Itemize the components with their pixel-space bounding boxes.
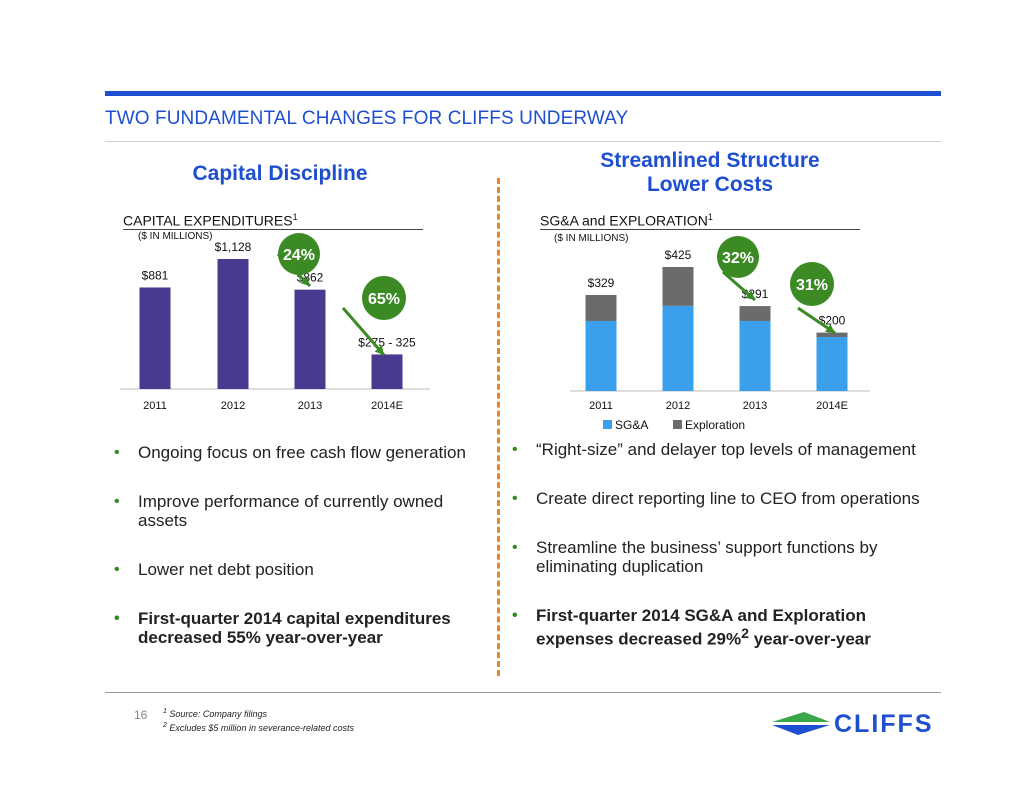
- top-accent-bar: [105, 91, 941, 96]
- trend-arrow-head: [374, 345, 384, 355]
- x-tick-label: 2012: [221, 400, 245, 412]
- sga-units: ($ IN MILLIONS): [554, 233, 629, 244]
- list-item: Create direct reporting line to CEO from…: [510, 489, 920, 508]
- x-tick-label: 2013: [743, 400, 767, 412]
- bar: [139, 287, 171, 389]
- logo-wordmark: CLIFFS: [834, 710, 934, 738]
- capex-chart-title-rule: [123, 229, 423, 230]
- list-item: Lower net debt position: [112, 560, 487, 579]
- trend-arrow-head: [745, 290, 755, 300]
- pct-badge-label: 24%: [283, 247, 315, 264]
- trend-arrow-head: [300, 276, 310, 286]
- list-item: First-quarter 2014 SG&A and Exploration …: [510, 606, 920, 649]
- capex-chart-title: CAPITAL EXPENDITURES1: [123, 212, 298, 229]
- legend-swatch: [603, 420, 612, 429]
- data-label: $881: [142, 268, 169, 282]
- pct-badge: [717, 236, 759, 278]
- x-tick-label: 2011: [589, 400, 613, 412]
- data-label: $329: [588, 276, 615, 290]
- exploration-bar-segment: [662, 267, 694, 306]
- list-item: First-quarter 2014 capital expenditures …: [112, 609, 487, 647]
- pct-badge-label: 31%: [796, 277, 828, 294]
- heading-line-1: Streamlined Structure: [600, 149, 820, 172]
- footnote-1: 1 Source: Company filings: [163, 708, 267, 719]
- left-bullet-list: Ongoing focus on free cash flow generati…: [112, 443, 487, 647]
- x-tick-label: 2014E: [816, 400, 848, 412]
- right-bullet-list: “Right-size” and delayer top levels of m…: [510, 440, 920, 649]
- logo-mark-icon: [772, 712, 830, 735]
- data-label: $1,128: [215, 240, 252, 254]
- list-item: “Right-size” and delayer top levels of m…: [510, 440, 920, 459]
- pct-badge: [362, 276, 406, 320]
- exploration-bar-segment: [739, 306, 771, 321]
- trend-arrow: [341, 307, 386, 356]
- data-label: $275 - 325: [358, 335, 416, 349]
- section-divider: [497, 178, 500, 676]
- x-tick-label: 2014E: [371, 400, 403, 412]
- data-label: $200: [819, 314, 846, 328]
- exploration-bar-segment: [585, 295, 617, 321]
- pct-badge-label: 65%: [368, 291, 400, 308]
- list-item: Improve performance of currently owned a…: [112, 492, 487, 530]
- heading-line-2: Lower Costs: [646, 173, 774, 196]
- sga-chart-title-rule: [540, 229, 860, 230]
- data-label: $425: [665, 248, 692, 262]
- legend-label: SG&A: [615, 418, 648, 432]
- title-rule: [105, 141, 941, 142]
- slide-title: TWO FUNDAMENTAL CHANGES FOR CLIFFS UNDER…: [105, 108, 629, 129]
- footer-rule: [105, 692, 941, 693]
- legend-swatch: [673, 420, 682, 429]
- list-item: Streamline the business’ support functio…: [510, 538, 920, 576]
- pct-badge-label: 32%: [722, 250, 754, 267]
- bar: [294, 289, 326, 389]
- trend-arrow-head: [825, 324, 835, 333]
- page-number: 16: [134, 708, 148, 722]
- pct-badge: [278, 233, 320, 275]
- sga-bar-segment: [739, 320, 771, 391]
- sga-chart-title: SG&A and EXPLORATION1: [540, 212, 713, 229]
- x-tick-label: 2013: [298, 400, 322, 412]
- bar: [217, 259, 249, 389]
- pct-badge: [790, 262, 834, 306]
- sga-bar-segment: [662, 305, 694, 391]
- sga-bar-segment: [816, 337, 848, 391]
- sga-bar-segment: [585, 320, 617, 391]
- x-tick-label: 2012: [666, 400, 690, 412]
- bar: [371, 354, 403, 389]
- x-tick-label: 2011: [143, 400, 167, 412]
- capital-discipline-heading: Capital Discipline: [192, 162, 368, 185]
- legend-label: Exploration: [685, 418, 745, 432]
- list-item: Ongoing focus on free cash flow generati…: [112, 443, 487, 462]
- footnote-2: 2 Excludes $5 million in severance-relat…: [163, 722, 354, 733]
- capex-units: ($ IN MILLIONS): [138, 231, 213, 242]
- exploration-bar-segment: [816, 332, 848, 338]
- streamlined-structure-heading: Streamlined Structure Lower Costs: [555, 149, 865, 197]
